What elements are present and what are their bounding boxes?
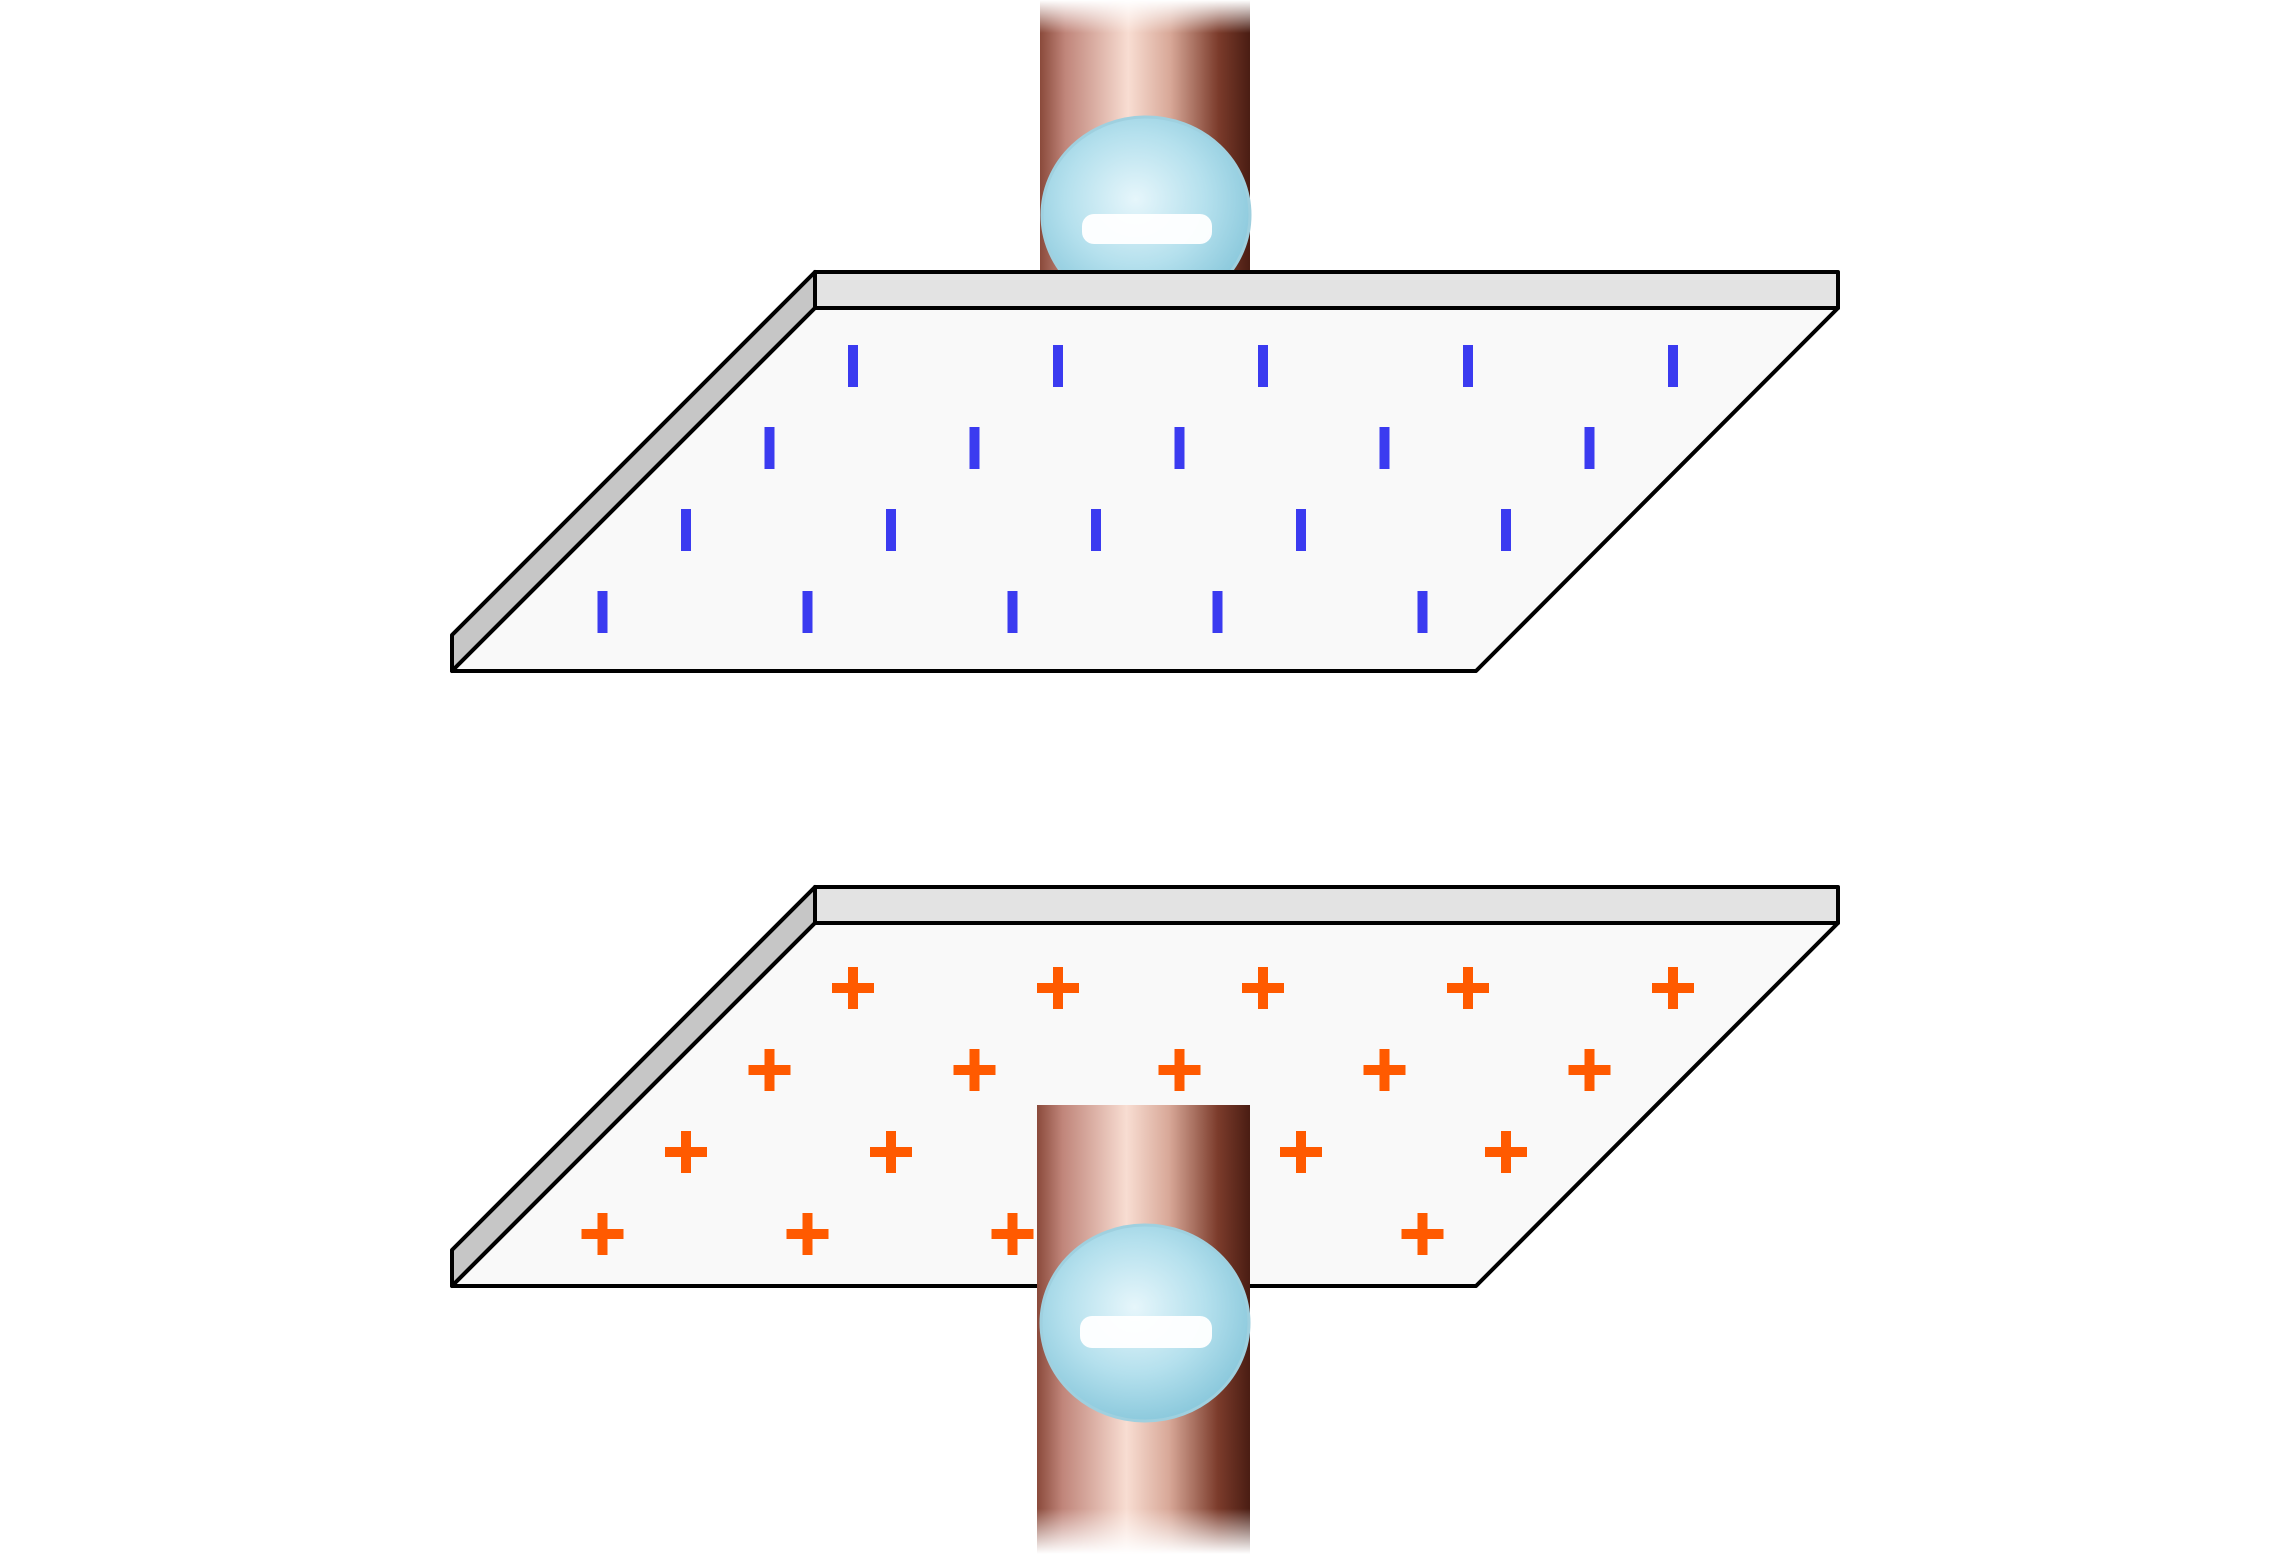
negative-charge-mark: [1668, 345, 1678, 387]
negative-charge-mark: [597, 591, 608, 633]
negative-charge-mark: [1501, 509, 1511, 551]
positive-charge-mark: [1363, 1049, 1406, 1091]
negative-charge-mark: [1379, 427, 1390, 469]
bottom-plate: [450, 885, 1840, 1288]
positive-charge-mark: [581, 1213, 624, 1255]
top-wire-carrier: [1040, 115, 1252, 315]
negative-charge-mark: [1296, 509, 1306, 551]
negative-charge-mark: [1258, 345, 1268, 387]
negative-charge-mark: [1584, 427, 1595, 469]
negative-charge-mark: [848, 345, 858, 387]
top-plate-back-edge: [813, 270, 1840, 310]
negative-charge-mark: [681, 509, 691, 551]
negative-charge-mark: [802, 591, 813, 633]
positive-charge-mark: [665, 1131, 707, 1173]
bottom-plate-face: [450, 921, 1840, 1288]
minus-icon: [1082, 214, 1212, 244]
positive-charge-mark: [953, 1049, 996, 1091]
positive-charge-mark: [748, 1049, 791, 1091]
positive-charge-mark: [1652, 967, 1694, 1009]
negative-charge-mark: [1053, 345, 1063, 387]
negative-charge-mark: [764, 427, 775, 469]
positive-charge-mark: [1485, 1131, 1527, 1173]
positive-charge-mark: [832, 967, 874, 1009]
negative-charge-mark: [1091, 509, 1101, 551]
minus-icon: [1080, 1316, 1212, 1348]
positive-charge-mark: [991, 1213, 1034, 1255]
positive-charge-mark: [1037, 967, 1079, 1009]
top-plate-face: [450, 306, 1840, 673]
positive-charge-mark: [1242, 967, 1284, 1009]
top-plate: [450, 270, 1840, 673]
negative-charge-mark: [1417, 591, 1428, 633]
bottom-wire-carrier: [1039, 1223, 1251, 1423]
positive-charge-mark: [1568, 1049, 1611, 1091]
bottom-plate-back-edge: [813, 885, 1840, 925]
positive-charge-mark: [1280, 1131, 1322, 1173]
positive-charge-mark: [786, 1213, 829, 1255]
negative-charge-mark: [1463, 345, 1473, 387]
positive-charge-mark: [1401, 1213, 1444, 1255]
negative-charge-mark: [1174, 427, 1185, 469]
negative-charge-mark: [886, 509, 896, 551]
negative-charge-mark: [1007, 591, 1018, 633]
positive-charge-mark: [1158, 1049, 1201, 1091]
negative-charge-mark: [969, 427, 980, 469]
negative-charge-mark: [1212, 591, 1223, 633]
positive-charge-mark: [1447, 967, 1489, 1009]
negative-charges: [597, 345, 1678, 633]
positive-charge-mark: [870, 1131, 912, 1173]
